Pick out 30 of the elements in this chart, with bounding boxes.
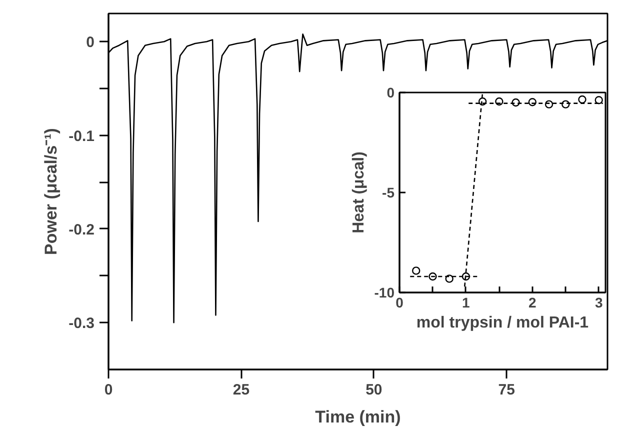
y-tick-label: -0.1	[68, 128, 95, 145]
point	[512, 98, 520, 107]
x-tick-label: 2	[528, 294, 537, 310]
x-tick-label: 75	[498, 382, 515, 398]
point	[528, 98, 537, 106]
point	[594, 96, 603, 104]
point	[578, 95, 586, 104]
y-tick-label: -0.3	[68, 315, 95, 332]
point	[462, 272, 470, 281]
point	[445, 274, 454, 283]
x-axis-title: Time (min)	[315, 408, 401, 426]
point	[544, 100, 554, 108]
x-tick-label: 50	[366, 382, 382, 398]
point	[478, 97, 487, 106]
x-tick-label: 0	[104, 382, 113, 398]
y-axis-title: Power (μcal/s⁻¹)	[42, 128, 61, 255]
point	[562, 100, 570, 108]
point	[428, 272, 437, 281]
y-axis-title: Heat (μcal)	[350, 152, 368, 234]
point	[412, 266, 420, 275]
x-tick-label: 3	[594, 294, 603, 310]
y-tick-label: 0	[386, 84, 395, 100]
x-tick-label: 25	[232, 382, 250, 398]
y-tick-label: -10	[374, 284, 395, 300]
x-tick-label: 1	[462, 294, 470, 310]
y-tick-label: -5	[382, 184, 395, 200]
x-axis-title: mol trypsin / mol PAI-1	[416, 314, 589, 332]
y-tick-label: 0	[86, 34, 94, 52]
point	[495, 97, 504, 106]
y-tick-label: -0.2	[68, 221, 95, 238]
